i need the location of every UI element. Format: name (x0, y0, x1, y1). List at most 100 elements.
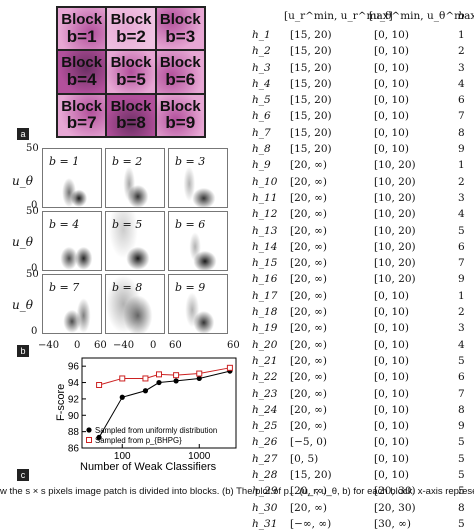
row-ur-range: [20, ∞) (290, 485, 327, 498)
row-ur-range: [20, ∞) (290, 159, 327, 172)
row-block: 7 (458, 257, 465, 270)
row-utheta-range: [10, 20) (374, 208, 416, 221)
row-ur-range: [20, ∞) (290, 208, 327, 221)
row-hypothesis: h_31 (252, 517, 278, 530)
row-block: 6 (458, 94, 465, 107)
row-utheta-range: [10, 20) (374, 224, 416, 237)
y-tick: 0 (31, 326, 38, 337)
data-point (173, 372, 180, 379)
row-hypothesis: h_27 (252, 452, 278, 465)
row-ur-range: [−∞, ∞) (290, 517, 332, 530)
table-header-utheta: [u_θ^min, u_θ^max] (369, 10, 474, 22)
row-block: 5 (458, 224, 465, 237)
x-tick-label: 1000 (188, 451, 211, 462)
row-hypothesis: h_15 (252, 257, 278, 270)
y-tick-label: 90 (68, 411, 80, 422)
table-header-ur: [u_r^min, u_r^max] (284, 10, 393, 22)
legend-marker (86, 427, 92, 433)
table-row: h_3 [15, 20) [0, 10) 3 (252, 60, 472, 76)
histogram-block-7: b = 7 (42, 274, 102, 334)
block-index: b=2 (116, 26, 146, 46)
table-row: h_11 [20, ∞) [10, 20) 3 (252, 190, 472, 206)
row-utheta-range: [0, 10) (374, 436, 409, 449)
row-ur-range: [20, ∞) (290, 257, 327, 270)
legend-label: Sampled from p_{BHPG} (95, 436, 182, 445)
row-block: 4 (458, 77, 465, 90)
row-utheta-range: [0, 10) (374, 77, 409, 90)
row-ur-range: [20, ∞) (290, 338, 327, 351)
row-utheta-range: [20, 30) (374, 501, 416, 514)
row-hypothesis: h_8 (252, 143, 271, 156)
row-ur-range: [20, ∞) (290, 240, 327, 253)
data-point (156, 371, 162, 378)
table-row: h_19 [20, ∞) [0, 10) 3 (252, 320, 472, 336)
row-ur-range: [20, ∞) (290, 403, 327, 416)
row-hypothesis: h_30 (252, 501, 278, 514)
data-point (226, 364, 233, 371)
row-ur-range: [20, ∞) (290, 224, 327, 237)
row-utheta-range: [0, 10) (374, 61, 409, 74)
row-block: 3 (458, 191, 465, 204)
y-tick-label: 94 (68, 378, 80, 389)
panel-label-a: a (17, 128, 29, 140)
row-hypothesis: h_24 (252, 403, 278, 416)
x-tick: 60 (169, 340, 182, 351)
histogram-label: b = 5 (112, 218, 143, 231)
row-hypothesis: h_22 (252, 371, 278, 384)
table-row: h_24 [20, ∞) [0, 10) 8 (252, 402, 472, 418)
row-hypothesis: h_6 (252, 110, 271, 123)
row-hypothesis: h_26 (252, 436, 278, 449)
histogram-block-2: b = 2 (105, 148, 165, 208)
row-block: 3 (458, 322, 465, 335)
block-title: Block (110, 54, 152, 72)
row-hypothesis: h_13 (252, 224, 278, 237)
row-utheta-range: [0, 10) (374, 289, 409, 302)
table-row: h_21 [20, ∞) [0, 10) 5 (252, 353, 472, 369)
x-tick: 0 (150, 340, 157, 351)
row-ur-range: [15, 20) (290, 45, 332, 58)
data-point (119, 394, 125, 400)
table-row: h_1 [15, 20) [0, 10) 1 (252, 27, 472, 43)
row-hypothesis: h_3 (252, 61, 271, 74)
block-title: Block (61, 54, 103, 72)
row-block: 6 (458, 240, 465, 253)
row-hypothesis: h_5 (252, 94, 271, 107)
row-block: 3 (458, 61, 465, 74)
legend-label: Sampled from uniformly distribution (95, 426, 217, 435)
row-block: 4 (458, 208, 465, 221)
table-row: h_5 [15, 20) [0, 10) 6 (252, 92, 472, 108)
x-tick: 0 (74, 340, 81, 351)
block-index: b=5 (116, 69, 146, 89)
table-row: h_2 [15, 20) [0, 10) 2 (252, 43, 472, 59)
block-index: b=9 (165, 113, 196, 133)
row-hypothesis: h_1 (252, 29, 271, 41)
row-block: 5 (458, 452, 465, 465)
x-tick-label: 100 (114, 451, 131, 462)
row-utheta-range: [20, 30) (374, 485, 416, 498)
y-tick: 50 (26, 206, 39, 217)
row-ur-range: [20, ∞) (290, 175, 327, 188)
row-hypothesis: h_28 (252, 469, 278, 482)
table-row: h_28 [15, 20) [0, 10) 5 (252, 467, 472, 483)
block-cell: Block b=2 (107, 8, 155, 50)
block-cell: Block b=3 (156, 8, 204, 50)
row-utheta-range: [0, 10) (374, 29, 409, 41)
table-row: h_17 [20, ∞) [0, 10) 1 (252, 288, 472, 304)
legend-marker (86, 437, 92, 443)
histogram-label: b = 1 (49, 155, 80, 168)
y-axis-title: F-score (55, 384, 67, 421)
histogram-label: b = 7 (49, 281, 80, 294)
table-row: h_31 [−∞, ∞) [30, ∞) 5 (252, 516, 472, 532)
block-cell: Block b=4 (58, 51, 106, 93)
data-point (96, 382, 103, 388)
block-index: b=1 (66, 26, 97, 46)
row-block: 8 (458, 126, 465, 139)
y-tick: 0 (31, 200, 38, 211)
row-hypothesis: h_12 (252, 208, 278, 221)
row-hypothesis: h_18 (252, 306, 278, 319)
block-title: Block (159, 10, 201, 28)
row-ur-range: [20, ∞) (290, 387, 327, 400)
row-ur-range: [20, ∞) (290, 420, 327, 433)
block-grid: Block b=1 Block b=2 Block b=3 Block b=4 Block b=5… (56, 6, 206, 138)
row-ur-range: [20, ∞) (290, 354, 327, 367)
